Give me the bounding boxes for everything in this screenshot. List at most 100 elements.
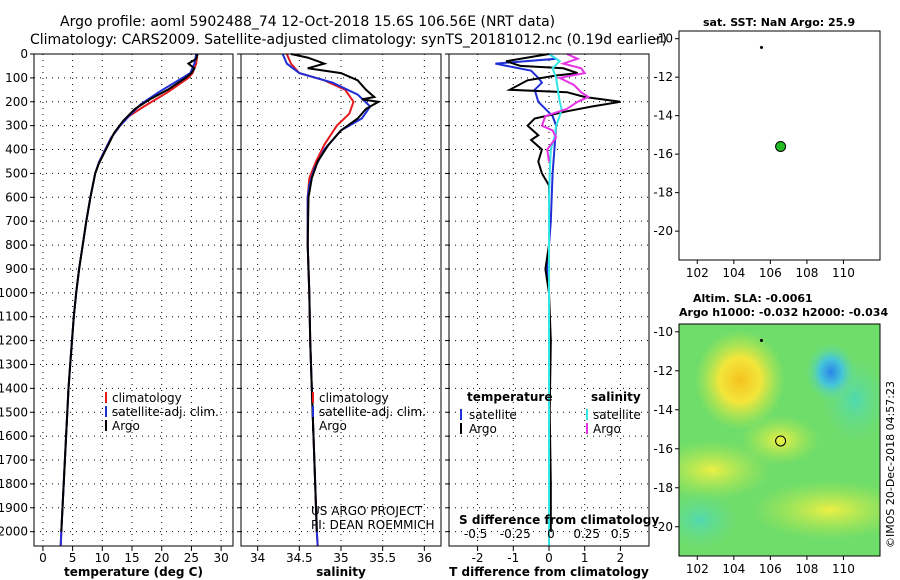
map-x-tick-label: 104 — [722, 562, 745, 576]
depth-tick-label: 1400 — [0, 381, 28, 395]
x-axis-label: T difference from climatology — [449, 565, 649, 579]
map-y-tick-label: -14 — [653, 403, 673, 417]
copyright-text: ©IMOS 20-Dec-2018 04:57:23 — [884, 381, 897, 548]
map-x-tick-label: 106 — [759, 562, 782, 576]
project-credit: PI: DEAN ROEMMICH — [311, 518, 434, 532]
depth-tick-label: 200 — [5, 95, 28, 109]
x-tick-label: 0 — [545, 551, 553, 565]
legend-label: climatology — [319, 391, 389, 405]
depth-tick-label: 100 — [5, 71, 28, 85]
series-climatology — [59, 53, 199, 547]
depth-tick-label: 1900 — [0, 501, 28, 515]
x-axis-label: salinity — [316, 565, 366, 579]
top-tick-label: 0.25 — [573, 527, 600, 541]
figure-title-1: Argo profile: aoml 5902488_74 12-Oct-201… — [60, 14, 555, 30]
sla-heatmap — [679, 324, 880, 556]
sst-title: sat. SST: NaN Argo: 25.9 — [703, 16, 855, 29]
map-x-tick-label: 108 — [795, 562, 818, 576]
x-tick-label: 35.5 — [369, 551, 396, 565]
x-tick-label: 1 — [581, 551, 589, 565]
legend-label: satellite-adj. clim. — [319, 405, 426, 419]
depth-tick-label: 0 — [20, 47, 28, 61]
x-tick-label: 34.5 — [286, 551, 313, 565]
plot-frame — [33, 53, 234, 547]
figure-title-2: Climatology: CARS2009. Satellite-adjuste… — [30, 32, 667, 48]
x-tick-label: -1 — [507, 551, 519, 565]
legend-label: Argo — [469, 422, 497, 436]
x-tick-label: 35 — [333, 551, 348, 565]
legend-label: Argo — [593, 422, 621, 436]
map-y-tick-label: -10 — [653, 32, 673, 46]
previous-position-marker: • — [758, 335, 765, 348]
float-position-marker — [775, 140, 787, 152]
x-tick-label: 10 — [95, 551, 110, 565]
depth-tick-label: 1100 — [0, 310, 28, 324]
series-temperature-argo — [505, 53, 621, 532]
map-y-tick-label: -10 — [653, 325, 673, 339]
series-argo — [60, 53, 199, 532]
map-y-tick-label: -12 — [653, 70, 673, 84]
x-tick-label: 34 — [250, 551, 265, 565]
top-tick-label: 0.5 — [611, 527, 630, 541]
legend-label: Argo — [319, 419, 347, 433]
map-x-tick-label: 108 — [795, 266, 818, 280]
map-frame — [678, 323, 881, 557]
map-y-tick-label: -12 — [653, 364, 673, 378]
x-tick-label: 5 — [69, 551, 77, 565]
legend-label: satellite-adj. clim. — [112, 405, 219, 419]
x-tick-label: 0 — [39, 551, 47, 565]
plot-frame — [240, 53, 442, 547]
depth-tick-label: 300 — [5, 119, 28, 133]
series-satellite-adj-clim- — [59, 53, 198, 547]
previous-position-marker: • — [758, 41, 765, 54]
salinity-panel: 34 34.5 35 35.5 36 salinity climatologysatelli… — [237, 53, 442, 579]
depth-tick-label: 900 — [5, 262, 28, 276]
map-frame — [678, 30, 881, 261]
x-axis-label: temperature (deg C) — [64, 565, 203, 579]
x-tick-label: 25 — [184, 551, 199, 565]
plot-frame — [448, 53, 650, 547]
temperature-panel: 0 5 10 15 20 25 30 temperature (deg C) climatolo… — [0, 47, 234, 579]
map-x-tick-label: 102 — [686, 266, 709, 280]
depth-tick-label: 1700 — [0, 453, 28, 467]
map-y-tick-label: -18 — [653, 186, 673, 200]
legend-label: climatology — [112, 391, 182, 405]
legend-label: satellite — [593, 408, 641, 422]
map-y-tick-label: -20 — [653, 520, 673, 534]
x-tick-label: 36 — [417, 551, 432, 565]
depth-tick-label: 1000 — [0, 286, 28, 300]
legend-label: Argo — [112, 419, 140, 433]
depth-tick-label: 1300 — [0, 357, 28, 371]
depth-tick-label: 1500 — [0, 405, 28, 419]
top-tick-label: -0.25 — [500, 527, 531, 541]
map-x-tick-label: 104 — [722, 266, 745, 280]
legend-title-salinity: salinity — [591, 390, 641, 404]
depth-tick-label: 800 — [5, 238, 28, 252]
legend-label: satellite — [469, 408, 517, 422]
map-y-tick-label: -18 — [653, 481, 673, 495]
map-x-tick-label: 102 — [686, 562, 709, 576]
depth-tick-label: 500 — [5, 166, 28, 180]
x-tick-label: 2 — [617, 551, 625, 565]
top-tick-label: -0.5 — [464, 527, 487, 541]
top-tick-label: 0 — [547, 527, 555, 541]
depth-tick-label: 600 — [5, 190, 28, 204]
map-x-tick-label: 106 — [759, 266, 782, 280]
series-salinity-satellite — [548, 53, 563, 546]
series-salinity-argo — [540, 53, 591, 162]
map-y-tick-label: -16 — [653, 442, 673, 456]
altimetry-title: Altim. SLA: -0.0061 — [693, 292, 813, 305]
altimetry-subtitle: Argo h1000: -0.032 h2000: -0.034 — [679, 306, 888, 319]
x-tick-label: 15 — [124, 551, 139, 565]
depth-tick-label: 2000 — [0, 525, 28, 539]
x-tick-label: 20 — [154, 551, 169, 565]
legend-title-temperature: temperature — [467, 390, 552, 404]
float-position-marker — [775, 435, 787, 447]
map-y-tick-label: -14 — [653, 109, 673, 123]
depth-tick-label: 1800 — [0, 477, 28, 491]
depth-tick-label: 400 — [5, 143, 28, 157]
map-x-tick-label: 110 — [832, 266, 855, 280]
depth-tick-label: 700 — [5, 214, 28, 228]
map-y-tick-label: -16 — [653, 147, 673, 161]
